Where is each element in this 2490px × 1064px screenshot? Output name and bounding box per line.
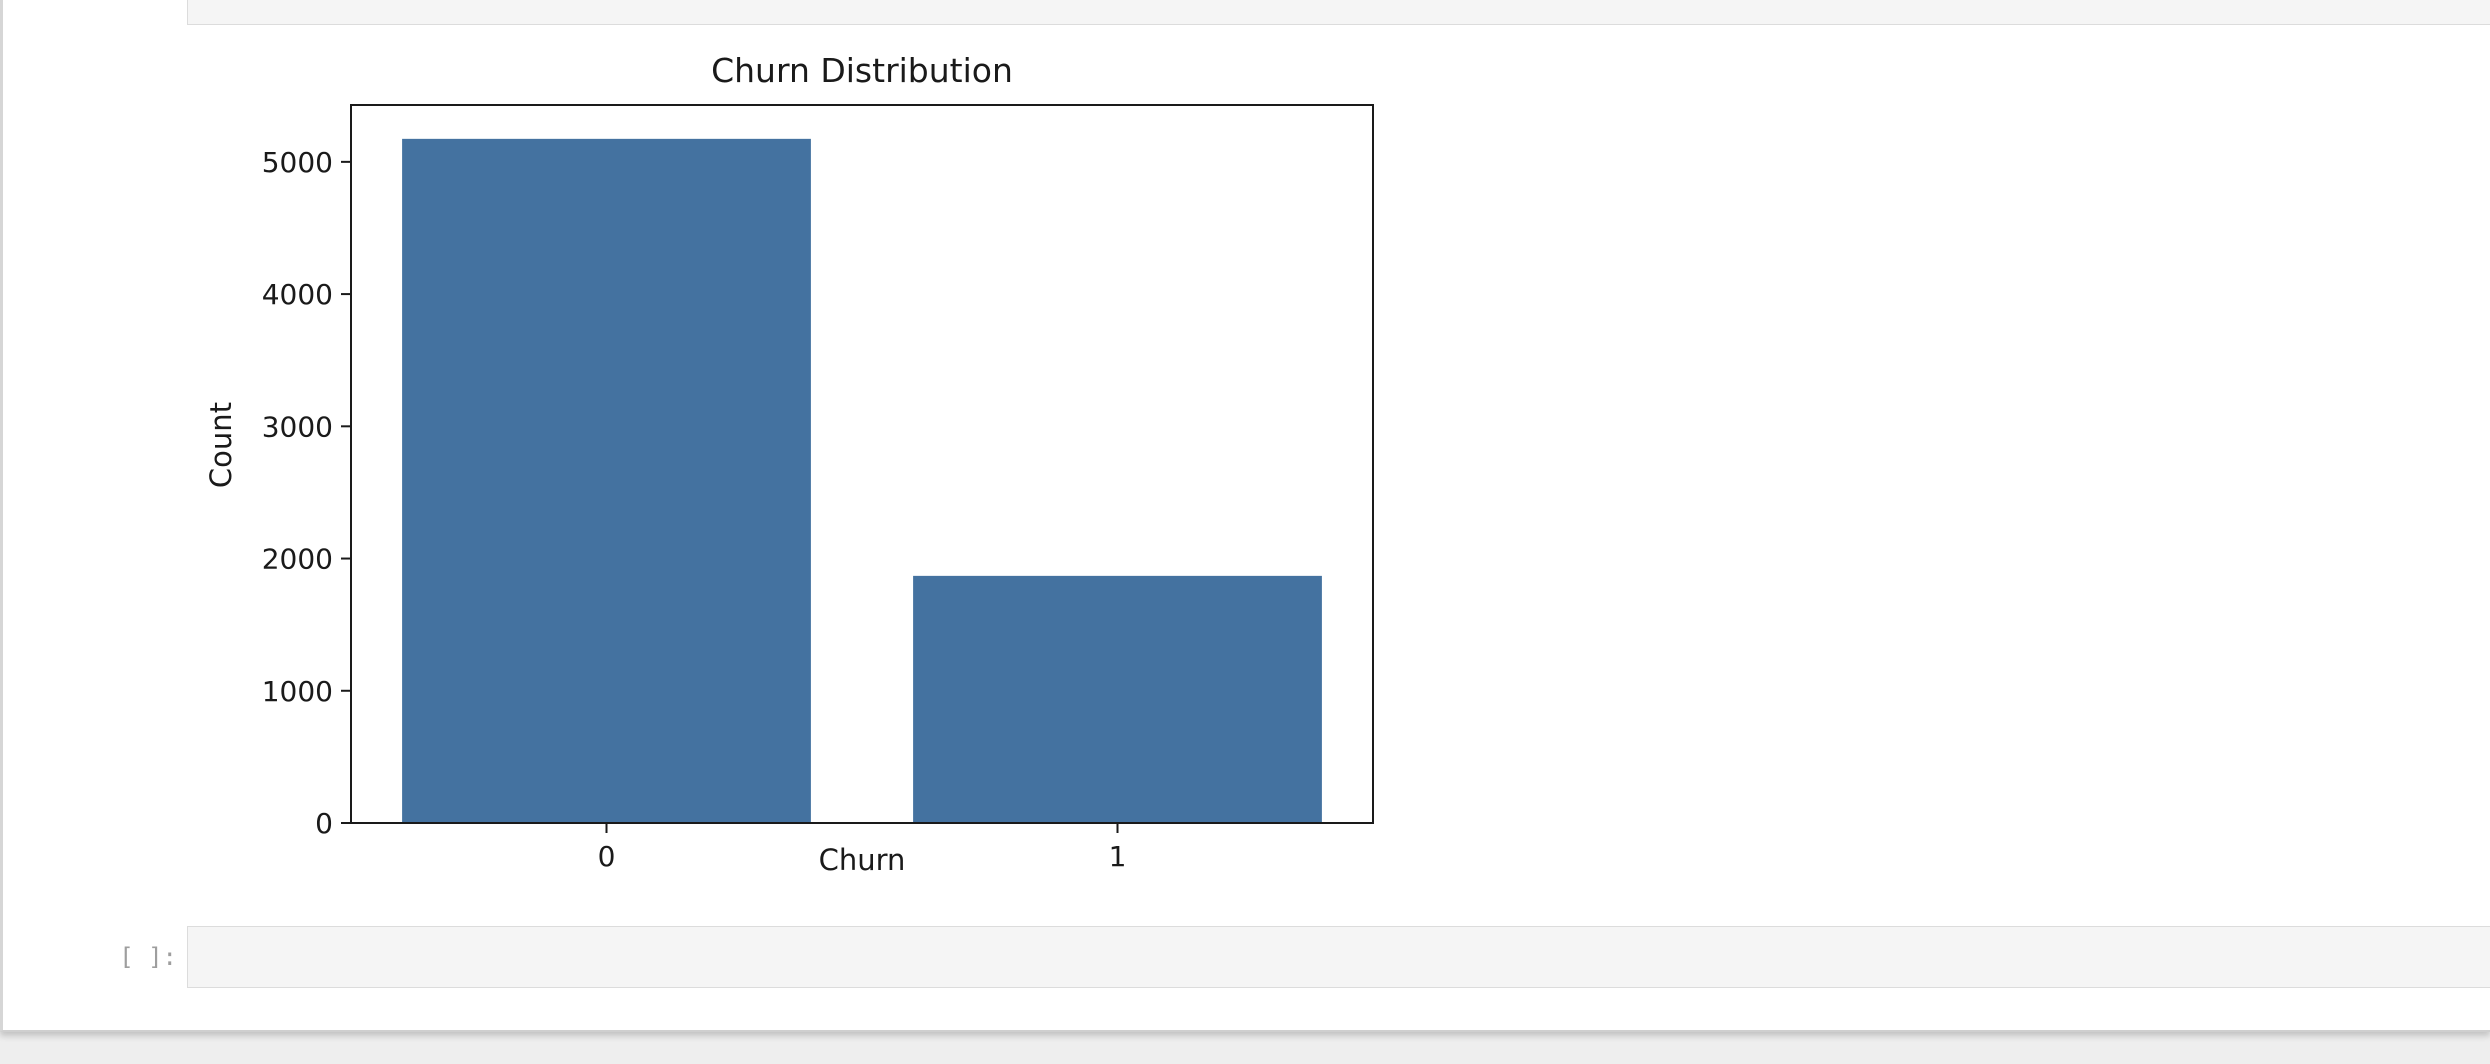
previous-cell-input[interactable] bbox=[187, 0, 2490, 25]
x-axis-label: Churn bbox=[819, 843, 906, 877]
y-tick-label: 2000 bbox=[262, 543, 333, 576]
cell-input-editor[interactable] bbox=[187, 926, 2490, 988]
cell-output-figure: Churn Distribution Count Churn 0 1000 2000… bbox=[187, 40, 1427, 910]
y-tick-label: 0 bbox=[315, 807, 333, 840]
empty-code-cell[interactable]: [ ]: bbox=[3, 926, 2490, 988]
y-tick-label: 4000 bbox=[262, 278, 333, 311]
bar-churn-1 bbox=[913, 575, 1322, 823]
y-tick-label: 3000 bbox=[262, 410, 333, 443]
churn-bar-chart: Churn Distribution Count Churn 0 1000 2000… bbox=[204, 51, 1374, 877]
x-tick-label: 1 bbox=[1109, 840, 1127, 873]
bar-churn-0 bbox=[402, 138, 811, 823]
bars bbox=[402, 138, 1322, 823]
chart-title: Churn Distribution bbox=[711, 51, 1013, 90]
y-axis-label: Count bbox=[204, 402, 238, 488]
y-tick-label: 1000 bbox=[262, 675, 333, 708]
y-axis-ticks: 0 1000 2000 3000 4000 5000 bbox=[262, 146, 351, 840]
x-tick-label: 0 bbox=[598, 840, 616, 873]
y-tick-label: 5000 bbox=[262, 146, 333, 179]
notebook-panel: Churn Distribution Count Churn 0 1000 2000… bbox=[0, 0, 2490, 1032]
plot-frame bbox=[350, 104, 1374, 824]
cell-prompt: [ ]: bbox=[119, 943, 177, 971]
